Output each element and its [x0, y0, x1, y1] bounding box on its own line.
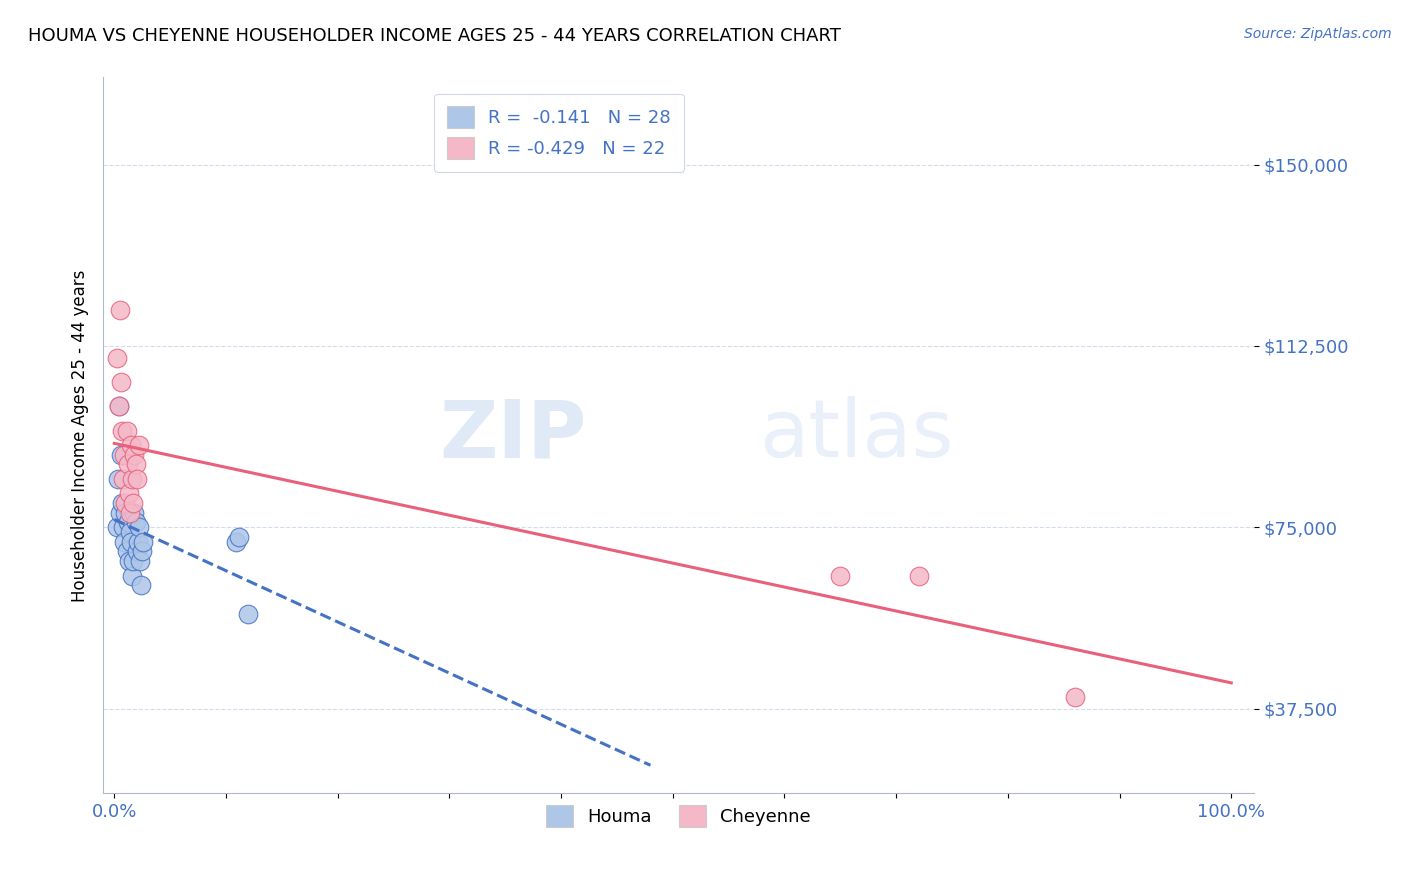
Point [131, 544, 153, 558]
Point [128, 438, 150, 452]
Point [120, 534, 142, 549]
Point [122, 554, 145, 568]
Point [115, 424, 138, 438]
Point [108, 302, 131, 317]
Point [105, 351, 128, 365]
Point [129, 578, 152, 592]
Point [118, 486, 141, 500]
Text: ZIP: ZIP [439, 396, 586, 475]
Point [114, 496, 136, 510]
Point [121, 472, 143, 486]
Point [128, 520, 150, 534]
Point [907, 568, 929, 582]
Point [125, 472, 148, 486]
Point [115, 544, 138, 558]
Text: HOUMA VS CHEYENNE HOUSEHOLDER INCOME AGES 25 - 44 YEARS CORRELATION CHART: HOUMA VS CHEYENNE HOUSEHOLDER INCOME AGE… [28, 27, 841, 45]
Point [121, 568, 143, 582]
Point [228, 530, 250, 544]
Point [107, 400, 129, 414]
Text: Source: ZipAtlas.com: Source: ZipAtlas.com [1244, 27, 1392, 41]
Point [111, 496, 134, 510]
Point [112, 472, 135, 486]
Legend: Houma, Cheyenne: Houma, Cheyenne [538, 798, 818, 834]
Point [122, 496, 145, 510]
Point [111, 424, 134, 438]
Point [118, 554, 141, 568]
Point [132, 534, 155, 549]
Point [125, 544, 148, 558]
Point [225, 534, 247, 549]
Point [114, 506, 136, 520]
Point [117, 516, 139, 530]
Text: atlas: atlas [759, 396, 953, 475]
Point [118, 506, 141, 520]
Point [120, 438, 142, 452]
Point [107, 400, 129, 414]
Point [118, 525, 141, 540]
Point [105, 520, 128, 534]
Point [127, 534, 149, 549]
Point [124, 516, 146, 530]
Point [108, 506, 131, 520]
Point [1063, 690, 1085, 704]
Point [110, 448, 132, 462]
Point [124, 458, 146, 472]
Point [124, 506, 146, 520]
Point [238, 607, 260, 622]
Point [112, 448, 135, 462]
Point [129, 554, 152, 568]
Y-axis label: Householder Income Ages 25 - 44 years: Householder Income Ages 25 - 44 years [72, 269, 89, 601]
Point [110, 375, 132, 389]
Point [107, 472, 129, 486]
Point [830, 568, 852, 582]
Point [124, 448, 146, 462]
Point [117, 458, 139, 472]
Point [112, 534, 135, 549]
Point [112, 520, 135, 534]
